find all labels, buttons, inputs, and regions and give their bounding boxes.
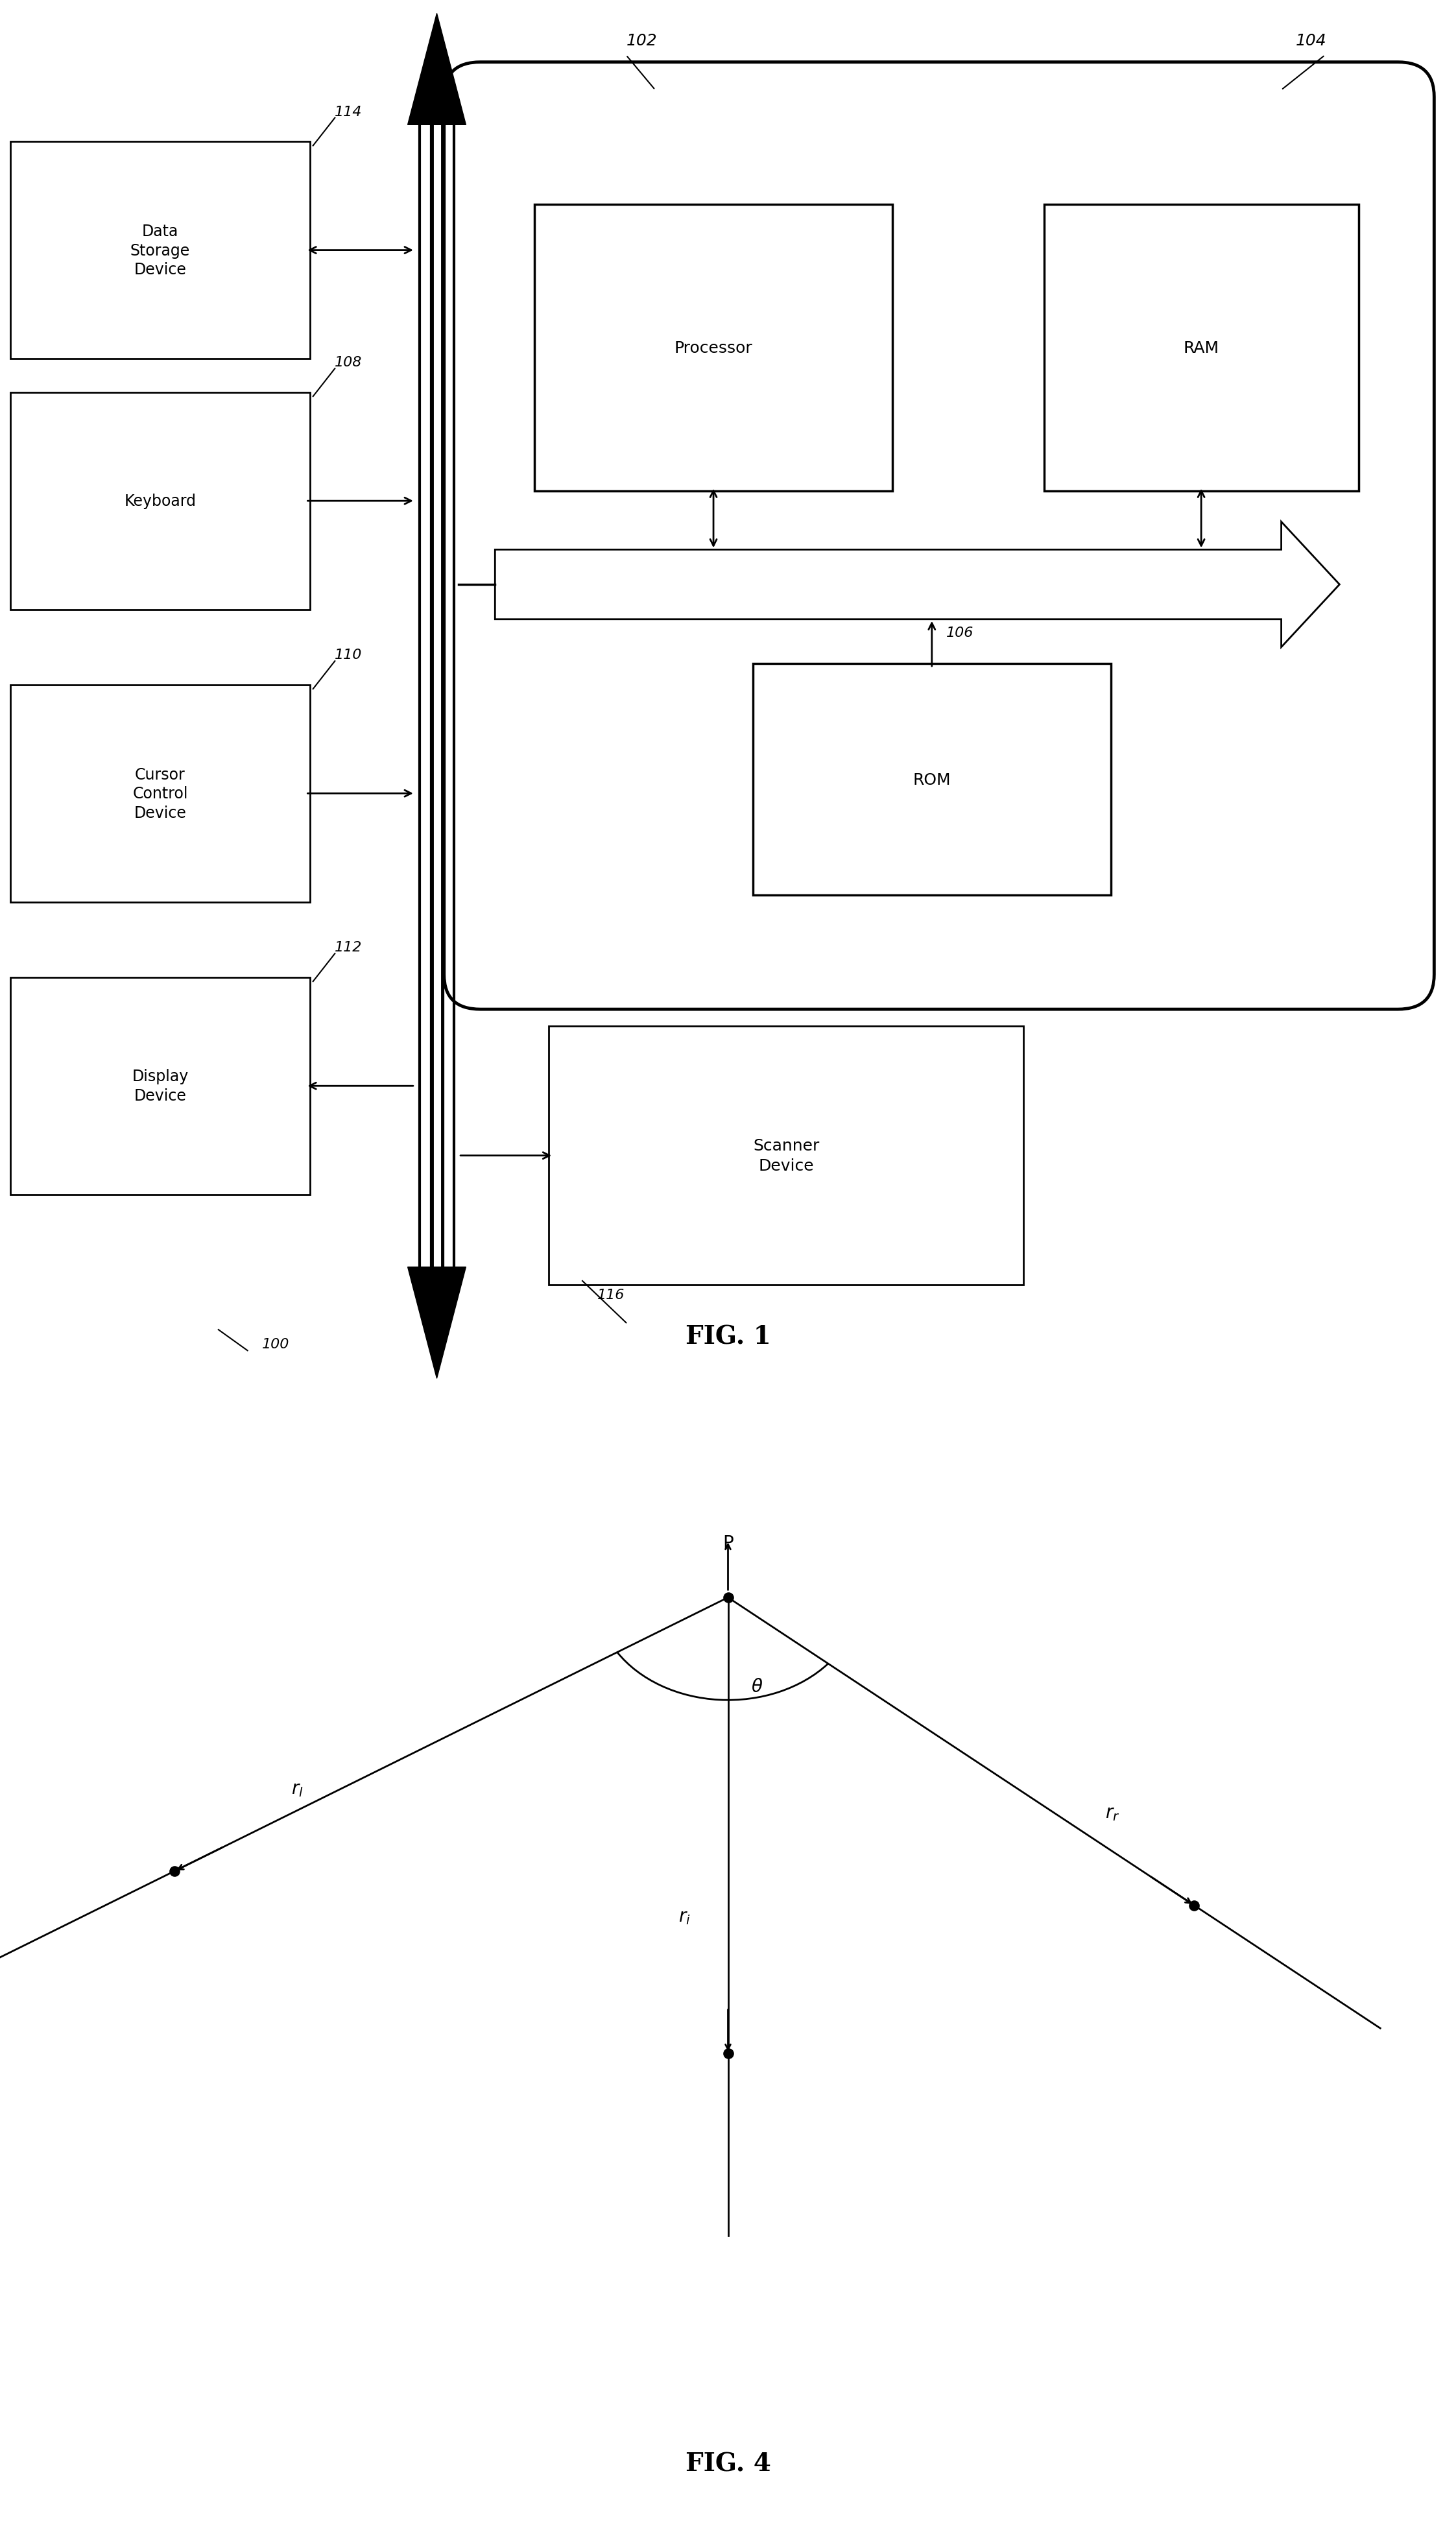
- Text: P: P: [722, 1534, 734, 1552]
- Text: 104: 104: [1296, 33, 1326, 48]
- Point: [1182, 1884, 1206, 1924]
- Text: 102: 102: [626, 33, 657, 48]
- Text: Cursor
Control
Device: Cursor Control Device: [132, 767, 188, 820]
- FancyArrow shape: [495, 522, 1340, 648]
- Text: 106: 106: [946, 625, 974, 641]
- FancyBboxPatch shape: [549, 1025, 1024, 1286]
- Text: 100: 100: [262, 1337, 290, 1350]
- Text: 108: 108: [335, 357, 363, 370]
- FancyBboxPatch shape: [1044, 205, 1358, 491]
- Text: Data
Storage
Device: Data Storage Device: [130, 223, 191, 279]
- FancyBboxPatch shape: [10, 142, 310, 360]
- FancyBboxPatch shape: [10, 977, 310, 1195]
- Text: Keyboard: Keyboard: [124, 494, 197, 509]
- Text: 114: 114: [335, 106, 363, 119]
- Text: $r_r$: $r_r$: [1105, 1803, 1120, 1823]
- FancyBboxPatch shape: [10, 686, 310, 901]
- Text: FIG. 1: FIG. 1: [686, 1324, 770, 1350]
- Text: 110: 110: [335, 648, 363, 661]
- Text: FIG. 4: FIG. 4: [686, 2451, 770, 2476]
- Point: [163, 1851, 186, 1891]
- FancyBboxPatch shape: [10, 392, 310, 610]
- Point: [716, 2033, 740, 2074]
- Text: Processor: Processor: [674, 339, 753, 357]
- Text: 112: 112: [335, 942, 363, 955]
- Text: RAM: RAM: [1184, 339, 1219, 357]
- Polygon shape: [408, 13, 466, 124]
- Text: Scanner
Device: Scanner Device: [753, 1137, 820, 1175]
- FancyBboxPatch shape: [444, 63, 1434, 1010]
- Polygon shape: [408, 1266, 466, 1377]
- Text: $\theta$: $\theta$: [751, 1679, 763, 1696]
- Text: Display
Device: Display Device: [132, 1069, 188, 1104]
- FancyBboxPatch shape: [534, 205, 893, 491]
- Text: 116: 116: [597, 1289, 625, 1301]
- FancyBboxPatch shape: [753, 663, 1111, 896]
- Point: [716, 1577, 740, 1618]
- Text: ROM: ROM: [913, 772, 951, 787]
- Text: $r_i$: $r_i$: [678, 1907, 690, 1927]
- Text: $r_l$: $r_l$: [291, 1780, 303, 1798]
